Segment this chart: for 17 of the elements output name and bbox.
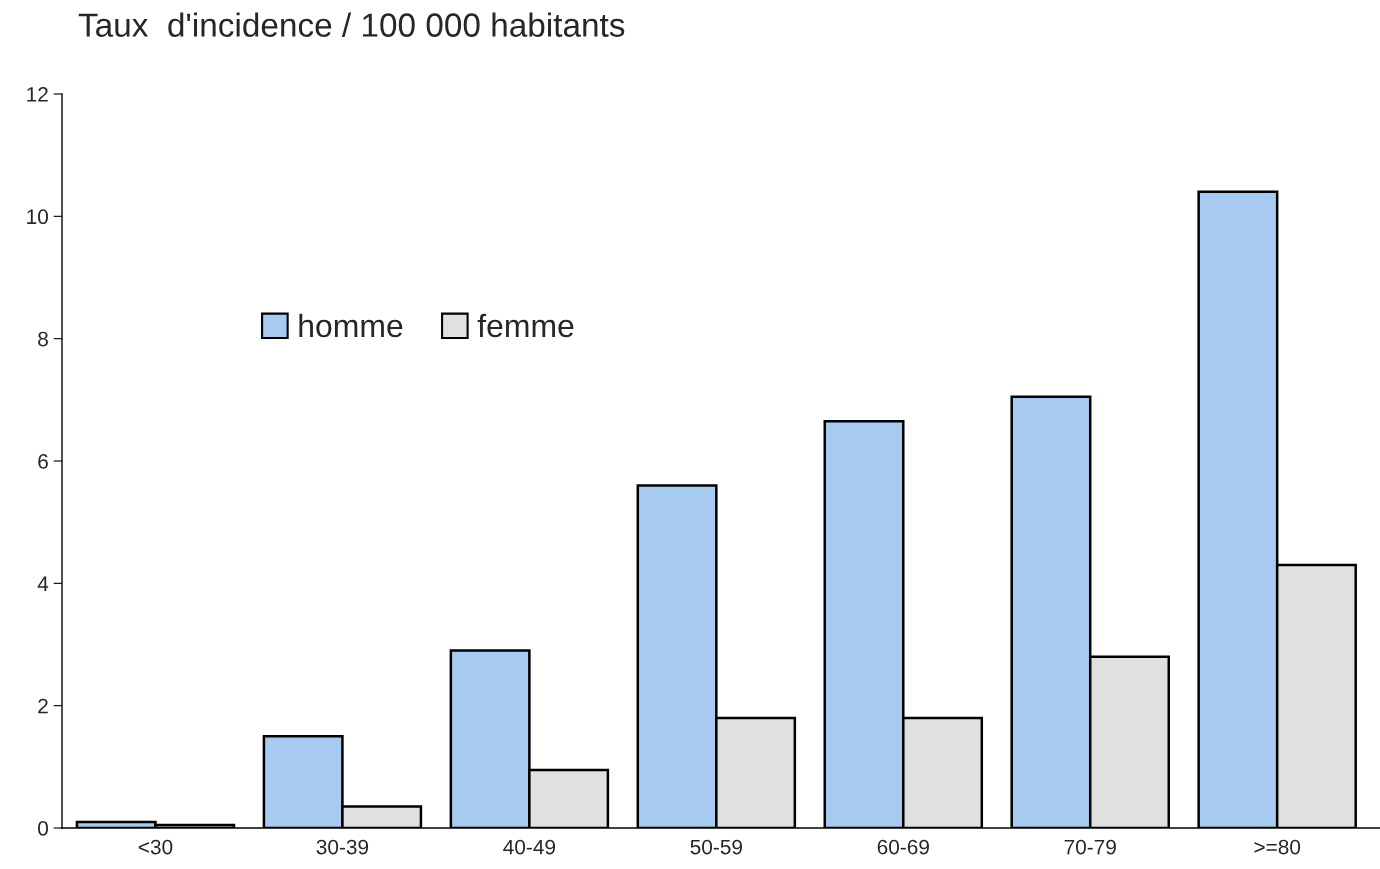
y-tick-label: 12 <box>27 87 48 102</box>
x-tick-label: 50-59 <box>690 839 742 855</box>
x-tick-label: 60-69 <box>877 839 929 855</box>
y-tick-label: 8 <box>38 331 48 347</box>
x-tick-label: <30 <box>138 839 173 855</box>
y-tick-label: 0 <box>38 821 48 836</box>
y-tick-label: 6 <box>38 454 48 469</box>
y-tick-label: 2 <box>38 698 48 714</box>
x-tick-label: 40-49 <box>503 839 556 855</box>
x-tick-label: >=80 <box>1254 839 1301 855</box>
chart-title: Taux d'incidence / 100 000 habitants <box>78 12 625 37</box>
y-tick-label: 10 <box>27 209 48 225</box>
x-tick-label: 70-79 <box>1064 839 1116 855</box>
legend-label: femme <box>477 313 574 338</box>
legend-label: homme <box>299 313 403 338</box>
x-tick-label: 30-39 <box>316 839 369 855</box>
y-tick-label: 4 <box>37 576 49 591</box>
